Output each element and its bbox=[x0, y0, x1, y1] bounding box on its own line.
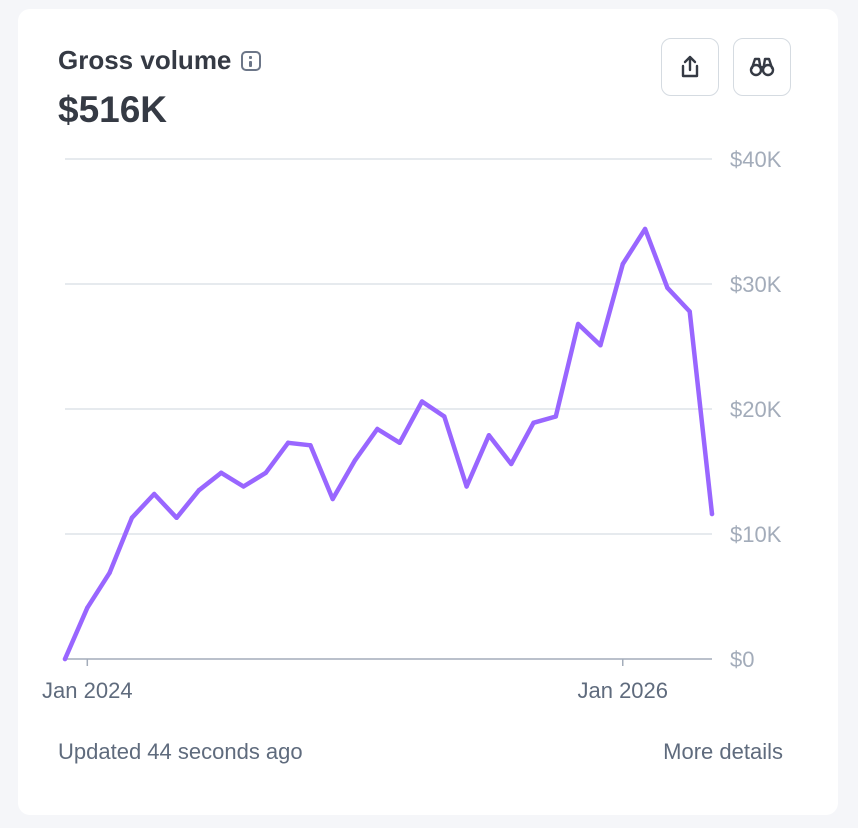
data-point bbox=[352, 458, 358, 463]
x-tick-label: Jan 2026 bbox=[577, 678, 668, 703]
gross-volume-card: Gross volume $516K $0 $10K $20K $30K $40K Jan… bbox=[18, 9, 838, 815]
data-point bbox=[330, 496, 335, 502]
data-point bbox=[598, 343, 603, 348]
data-point bbox=[152, 491, 157, 497]
y-tick-label: $40K bbox=[730, 147, 782, 172]
y-tick-label: $0 bbox=[730, 647, 754, 672]
data-point bbox=[241, 484, 246, 489]
total-value: $516K bbox=[58, 89, 168, 130]
info-icon[interactable] bbox=[241, 50, 262, 71]
y-tick-label: $30K bbox=[730, 272, 782, 297]
gross-volume-chart: $0 $10K $20K $30K $40K Jan 2024 Jan 2026 bbox=[42, 147, 782, 703]
data-point bbox=[620, 261, 625, 267]
data-point bbox=[218, 470, 224, 475]
data-point bbox=[196, 488, 202, 493]
share-export-icon bbox=[681, 55, 699, 78]
y-tick-label: $20K bbox=[730, 397, 782, 422]
data-point bbox=[85, 605, 90, 610]
more-details-link[interactable]: More details bbox=[663, 739, 783, 764]
updated-timestamp: Updated 44 seconds ago bbox=[58, 739, 303, 764]
data-point bbox=[509, 461, 514, 467]
data-point bbox=[687, 309, 692, 314]
export-button[interactable] bbox=[661, 38, 719, 96]
data-point bbox=[553, 414, 559, 419]
data-point bbox=[174, 515, 179, 520]
data-point bbox=[419, 399, 425, 404]
y-tick-label: $10K bbox=[730, 522, 782, 547]
series-line bbox=[62, 226, 715, 662]
binoculars-icon bbox=[749, 57, 775, 77]
x-tick-label: Jan 2024 bbox=[42, 678, 133, 703]
data-point bbox=[531, 420, 536, 425]
data-point bbox=[665, 285, 670, 290]
data-point bbox=[107, 570, 112, 575]
data-point bbox=[375, 426, 380, 432]
data-point bbox=[129, 515, 135, 520]
data-point bbox=[575, 321, 581, 327]
data-point bbox=[642, 226, 648, 232]
data-point bbox=[62, 656, 68, 662]
data-point bbox=[486, 433, 492, 438]
data-point bbox=[263, 470, 268, 475]
title-row: Gross volume bbox=[58, 45, 262, 76]
data-point bbox=[464, 484, 469, 489]
data-point bbox=[397, 440, 402, 445]
data-point bbox=[308, 443, 313, 448]
explore-button[interactable] bbox=[733, 38, 791, 96]
data-point bbox=[709, 511, 715, 517]
data-point bbox=[442, 414, 447, 419]
data-point bbox=[285, 440, 291, 445]
card-title: Gross volume bbox=[58, 45, 232, 75]
